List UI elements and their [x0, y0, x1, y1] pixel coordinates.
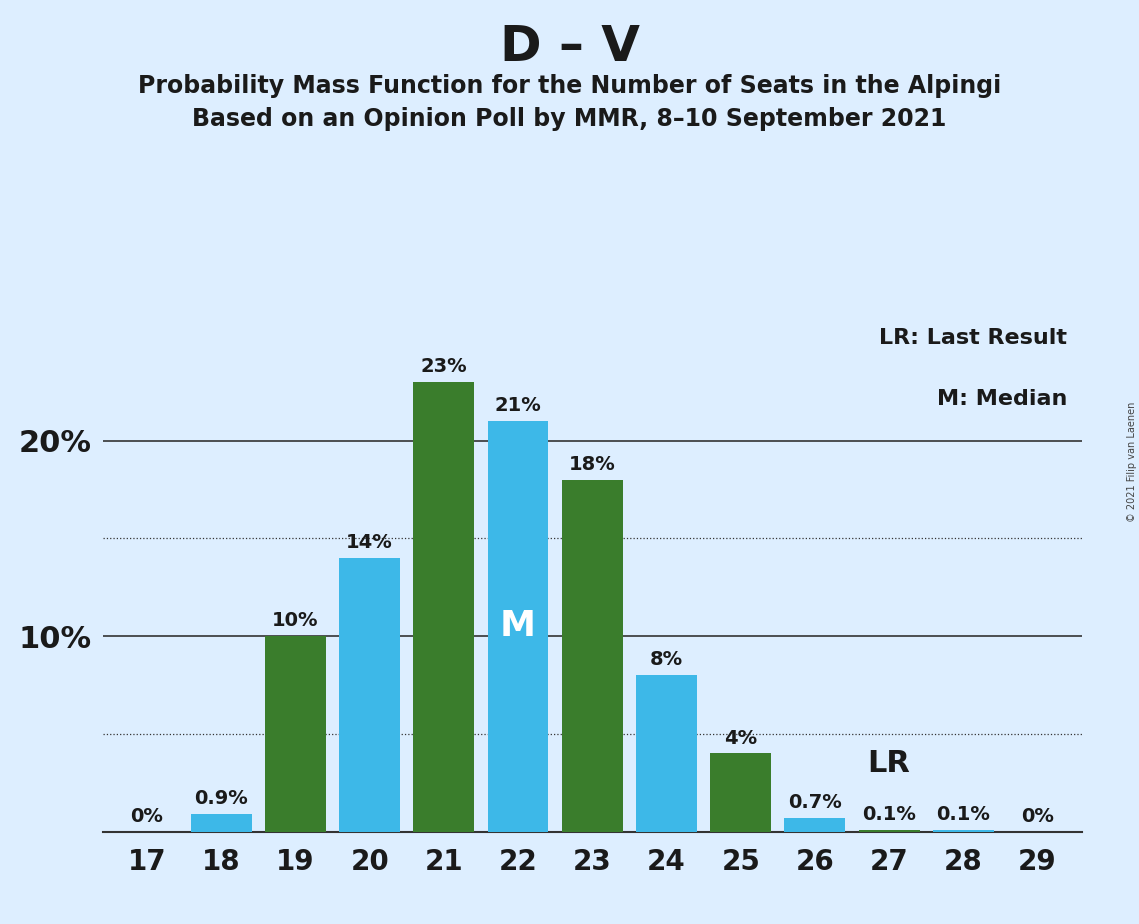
Bar [487, 421, 549, 832]
Text: 10%: 10% [272, 612, 319, 630]
Text: 0%: 0% [1021, 807, 1054, 826]
Text: 0%: 0% [131, 807, 164, 826]
Text: 0.7%: 0.7% [788, 793, 842, 812]
Bar [191, 814, 252, 832]
Text: LR: LR [868, 748, 910, 778]
Text: M: Median: M: Median [937, 390, 1067, 409]
Text: 23%: 23% [420, 358, 467, 376]
Bar [265, 636, 326, 832]
Bar [636, 675, 697, 832]
Bar [859, 830, 919, 832]
Text: LR: Last Result: LR: Last Result [879, 328, 1067, 348]
Text: Based on an Opinion Poll by MMR, 8–10 September 2021: Based on an Opinion Poll by MMR, 8–10 Se… [192, 107, 947, 131]
Text: 0.1%: 0.1% [936, 805, 990, 824]
Text: 4%: 4% [724, 728, 757, 748]
Text: M: M [500, 609, 536, 643]
Text: Probability Mass Function for the Number of Seats in the Alpingi: Probability Mass Function for the Number… [138, 74, 1001, 98]
Bar [413, 382, 474, 832]
Bar [785, 818, 845, 832]
Text: 0.9%: 0.9% [195, 789, 248, 808]
Text: 14%: 14% [346, 533, 393, 552]
Text: 0.1%: 0.1% [862, 805, 916, 824]
Bar [339, 558, 400, 832]
Bar [562, 480, 623, 832]
Text: © 2021 Filip van Laenen: © 2021 Filip van Laenen [1126, 402, 1137, 522]
Text: 21%: 21% [494, 396, 541, 415]
Bar [711, 753, 771, 832]
Bar [933, 830, 993, 832]
Text: D – V: D – V [500, 23, 639, 71]
Text: 8%: 8% [650, 650, 683, 669]
Text: 18%: 18% [568, 455, 616, 474]
